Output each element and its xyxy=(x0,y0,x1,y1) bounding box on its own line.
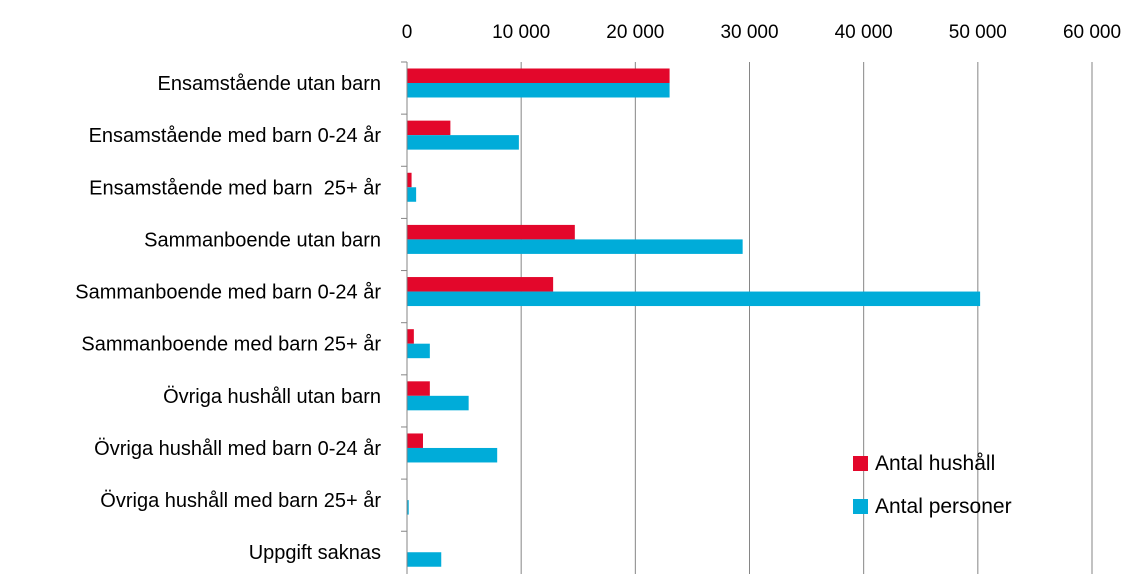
category-label: Ensamstående utan barn xyxy=(158,73,382,95)
category-label: Ensamstående med barn 0-24 år xyxy=(89,125,382,147)
bar-households xyxy=(407,68,670,83)
category-label: Ensamstående med barn 25+ år xyxy=(89,177,381,199)
x-tick-label: 0 xyxy=(402,22,413,43)
gridlines xyxy=(520,62,1093,574)
bar-persons xyxy=(407,82,670,98)
bar-households xyxy=(407,224,575,240)
category-label: Sammanboende med barn 0-24 år xyxy=(75,282,381,304)
legend-swatch xyxy=(853,499,868,514)
bar-persons xyxy=(407,135,519,150)
category-label: Sammanboende utan barn xyxy=(144,229,381,251)
category-label: Övriga hushåll utan barn xyxy=(163,386,381,408)
bar-households xyxy=(407,277,554,292)
bar-households xyxy=(407,172,412,188)
legend-label: Antal personer xyxy=(875,495,1012,518)
legend: Antal hushåll Antal personer xyxy=(853,452,1012,518)
category-label: Sammanboende med barn 25+ år xyxy=(81,334,381,356)
category-labels: Ensamstående utan barn Ensamstående med b… xyxy=(75,61,407,564)
x-tick-label: 20 000 xyxy=(606,22,664,43)
bar-persons xyxy=(407,447,498,463)
legend-swatch xyxy=(853,456,868,471)
bar-persons xyxy=(407,500,409,515)
category-label: Övriga hushåll med barn 25+ år xyxy=(100,490,381,512)
bar-persons xyxy=(407,291,981,307)
x-tick-label: 40 000 xyxy=(835,22,893,43)
bar-persons xyxy=(407,343,430,359)
bar-persons xyxy=(407,187,417,202)
category-label: Uppgift saknas xyxy=(249,542,381,564)
x-tick-label: 50 000 xyxy=(949,22,1007,43)
bars xyxy=(407,68,981,567)
bar-households xyxy=(407,120,451,136)
category-label: Övriga hushåll med barn 0-24 år xyxy=(94,438,381,460)
x-tick-label: 10 000 xyxy=(492,22,550,43)
x-tick-labels: 0 10 000 20 000 30 000 40 000 50 000 60 000 xyxy=(402,22,1121,43)
bar-persons xyxy=(407,239,743,254)
x-tick-label: 60 000 xyxy=(1063,22,1121,43)
bar-persons xyxy=(407,552,442,567)
bar-households xyxy=(407,329,414,344)
legend-label: Antal hushåll xyxy=(875,452,995,475)
bar-households xyxy=(407,433,423,448)
x-tick-label: 30 000 xyxy=(720,22,778,43)
bar-households xyxy=(407,381,430,396)
bar-persons xyxy=(407,395,469,411)
